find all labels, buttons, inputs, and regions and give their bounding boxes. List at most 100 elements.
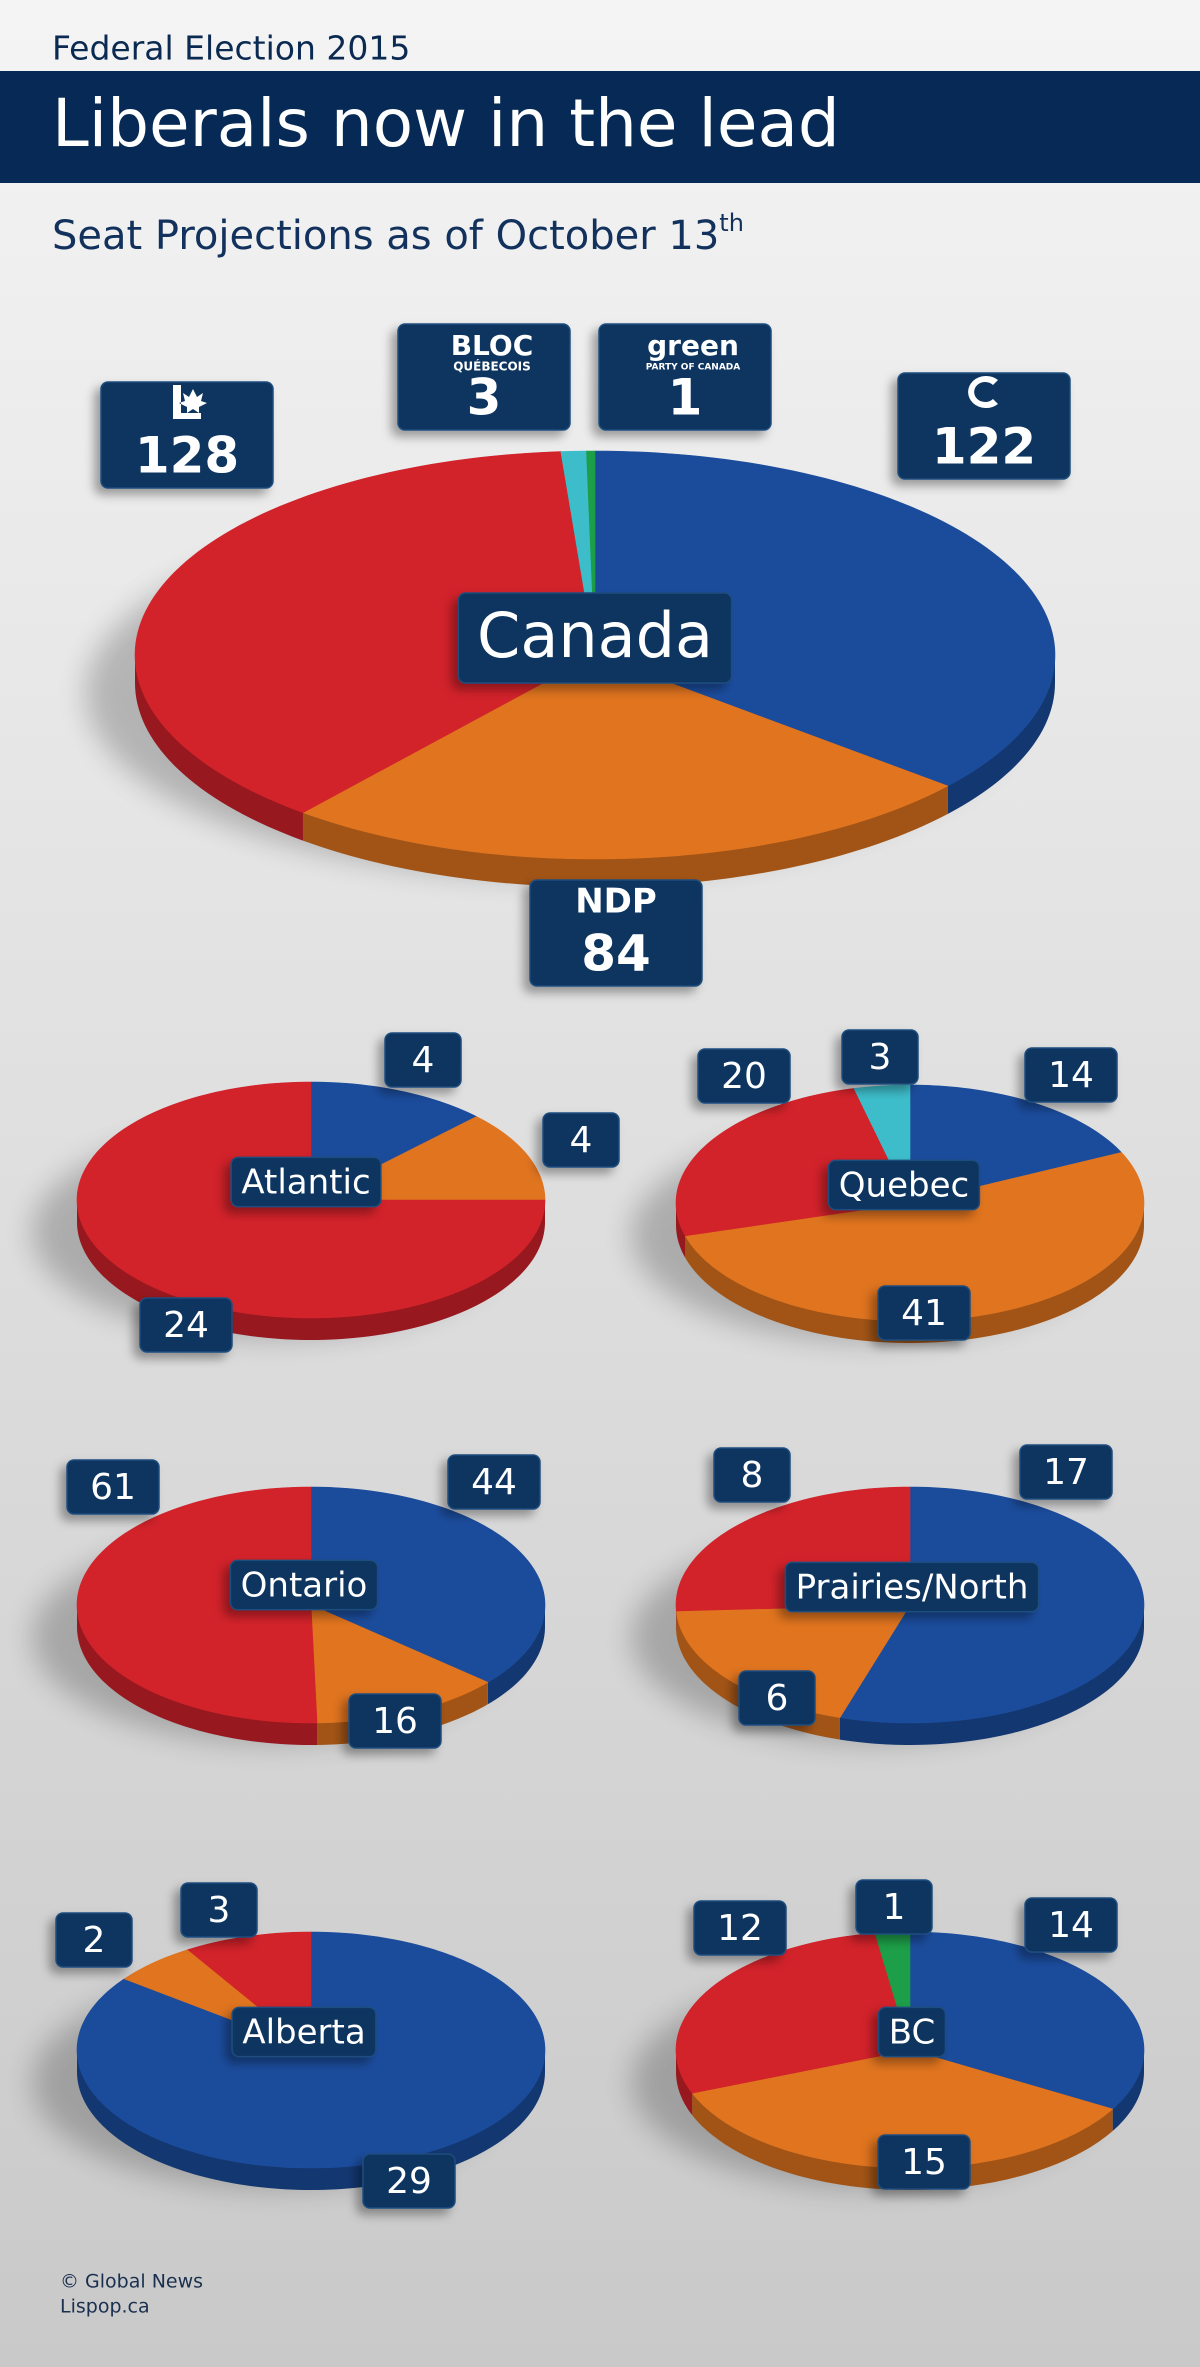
subtitle-text: Seat Projections as of October 13 (52, 213, 719, 259)
value-label: 3 (467, 369, 502, 427)
kicker: Federal Election 2015 (52, 29, 410, 68)
slice-top (134, 451, 596, 813)
label-box (713, 1447, 791, 1503)
value-label: 61 (90, 1467, 136, 1508)
label-box (598, 323, 772, 431)
label-box (1024, 1897, 1118, 1953)
slice (76, 1486, 318, 1745)
pie-title-box (784, 1561, 1040, 1613)
value-label: 2 (83, 1920, 106, 1961)
slice-top (684, 1152, 1145, 1322)
pie-title-box (877, 2006, 947, 2058)
slice (675, 1932, 911, 2116)
pie-title-box (230, 1156, 382, 1208)
value-label: 128 (135, 427, 239, 485)
value-label: 4 (412, 1040, 435, 1081)
slice-top (310, 1486, 546, 1683)
value-label: 14 (1048, 1905, 1094, 1946)
label-box (529, 879, 703, 987)
label-box (66, 1459, 160, 1515)
value-label: 17 (1043, 1452, 1089, 1493)
pie-title-box (229, 1559, 379, 1611)
slice (684, 1152, 1145, 1343)
pie-chart: Prairies/North 17 6 8 (631, 1444, 1145, 1745)
label-box (362, 2153, 456, 2209)
label-box (542, 1112, 620, 1168)
pie-title: Alberta (242, 2013, 365, 2053)
party-logo (968, 375, 998, 408)
slice-top (302, 654, 949, 860)
pie-title: Ontario (241, 1566, 368, 1606)
label-box (697, 1048, 791, 1104)
value-label: 29 (386, 2161, 432, 2202)
label-box (348, 1693, 442, 1749)
value-label: 44 (471, 1462, 517, 1503)
value-label: 14 (1048, 1055, 1094, 1096)
pie-title-box (827, 1159, 981, 1211)
pie-title: Quebec (839, 1166, 969, 1206)
slice-top (594, 450, 1056, 787)
party-name: BLOC (451, 329, 534, 362)
pie-chart: Quebec 14 41 20 3 (631, 1029, 1145, 1343)
value-label: 6 (766, 1678, 789, 1719)
subtitle-sup: th (719, 209, 744, 237)
value-label: 1 (668, 369, 703, 427)
label-box (447, 1454, 541, 1510)
pie-title-box (457, 592, 733, 684)
label-box (1024, 1047, 1118, 1103)
value-label: 24 (163, 1305, 209, 1346)
label-box (1019, 1444, 1113, 1500)
value-label: 41 (901, 1293, 947, 1334)
label-box (397, 323, 571, 431)
pie-title: Canada (477, 599, 713, 672)
source: Lispop.ca (60, 2296, 150, 2318)
slice-side (839, 1605, 1144, 1745)
pie-title: Prairies/North (796, 1568, 1029, 1608)
label-box (841, 1029, 919, 1085)
slice-side (692, 2093, 1113, 2190)
pie-chart: BC 14 15 12 1 (631, 1879, 1145, 2190)
slice-side (77, 1605, 318, 1745)
pie-chart: Ontario 44 16 61 (32, 1454, 546, 1749)
pie-chart: Alberta 29 2 3 (32, 1882, 546, 2209)
slice (302, 654, 949, 887)
label-box (180, 1882, 258, 1938)
value-label: 3 (869, 1037, 892, 1078)
value-label: 15 (901, 2142, 947, 2183)
slice-side (947, 655, 1055, 814)
slice-side (676, 2050, 693, 2116)
slice-side (135, 655, 303, 841)
pie-chart: Atlantic 4 4 24 (32, 1032, 620, 1353)
slice (909, 1931, 1145, 2131)
pie-title: Atlantic (241, 1163, 370, 1203)
slice-side (487, 1605, 545, 1705)
slice (310, 1486, 546, 1705)
slice-side (676, 1203, 686, 1258)
label-box (384, 1032, 462, 1088)
party-name: green (647, 329, 739, 362)
value-label: 12 (717, 1908, 763, 1949)
label-box (897, 372, 1071, 480)
label-box (877, 2134, 971, 2190)
label-box (693, 1900, 787, 1956)
subtitle: Seat Projections as of October 13th (52, 209, 744, 259)
value-label: 84 (581, 925, 651, 983)
label-box (100, 381, 274, 489)
slice (691, 2049, 1114, 2190)
credit: © Global News (60, 2271, 203, 2293)
slice-side (302, 785, 948, 887)
slice-top (909, 1931, 1145, 2110)
value-label: 16 (372, 1701, 418, 1742)
charts: Canada122NDP84128BLOCQUÉBECOIS3greenPART… (32, 323, 1145, 2209)
pie-title-box (231, 2006, 377, 2058)
slice-top (675, 1932, 911, 2094)
slice-side (1112, 2050, 1144, 2131)
slice (134, 451, 596, 841)
label-box (855, 1879, 933, 1935)
value-label: 122 (932, 418, 1036, 476)
slice-top (76, 1486, 318, 1724)
label-box (55, 1912, 133, 1968)
